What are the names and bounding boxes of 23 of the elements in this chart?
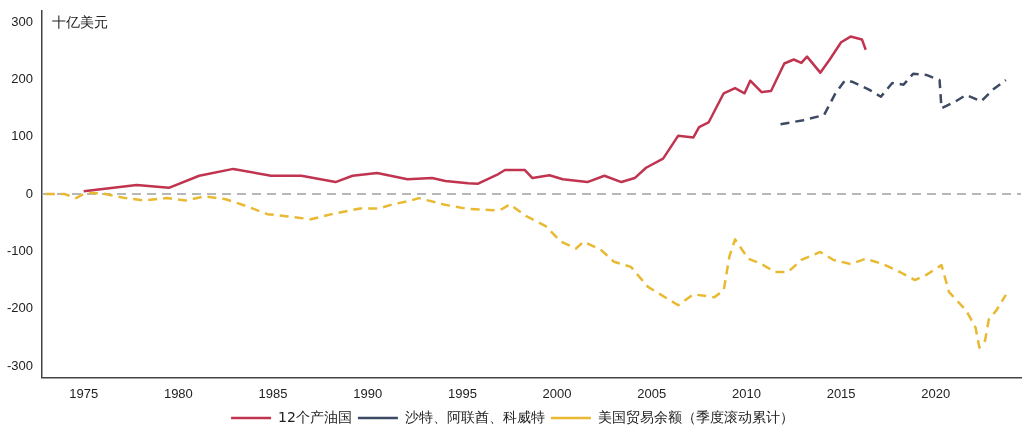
legend-label: 美国贸易余额（季度滚动累计）	[597, 408, 794, 425]
x-tick-label: 1975	[69, 385, 99, 401]
x-tick-label: 2005	[637, 385, 667, 401]
y-tick-label: 0	[25, 185, 34, 201]
x-tick-label: 2000	[542, 385, 572, 401]
legend-label: 12个产油国	[278, 408, 352, 425]
x-tick-label: 1990	[353, 385, 383, 401]
line-series	[44, 191, 1008, 349]
x-tick-label: 1985	[258, 385, 288, 401]
y-axis-title: 十亿美元	[52, 14, 109, 31]
x-tick-label: 1995	[447, 385, 477, 401]
x-tick-label: 1980	[163, 385, 193, 401]
y-tick-label: 100	[11, 128, 34, 144]
y-tick-label: -200	[6, 300, 34, 316]
x-tick-label: 2020	[921, 385, 951, 401]
y-tick-label: 300	[11, 13, 34, 29]
x-tick-label: 2010	[731, 385, 761, 401]
y-tick-label: 200	[11, 71, 34, 87]
x-tick-label: 2015	[826, 385, 856, 401]
y-tick-label: -300	[6, 357, 34, 373]
legend-label: 沙特、阿联酋、科威特	[404, 408, 545, 425]
line-series	[779, 72, 1008, 126]
y-tick-label: -100	[6, 242, 34, 258]
